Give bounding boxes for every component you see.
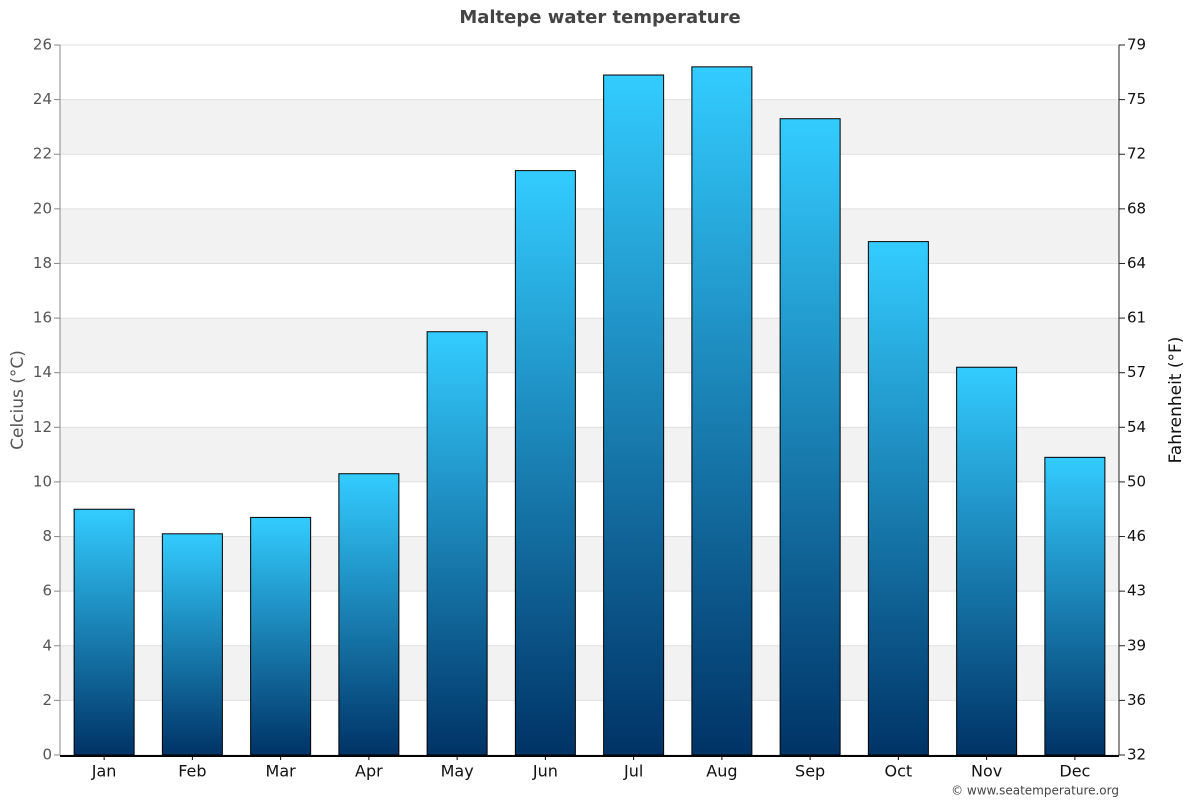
bar	[514, 170, 576, 756]
y2-axis-title: Fahrenheit (°F)	[1166, 337, 1186, 464]
grid-band	[60, 645, 1119, 701]
y-tick-label: 2	[42, 691, 52, 709]
y2-tick-label: 68	[1127, 199, 1146, 217]
y-tick-label: 12	[33, 418, 52, 436]
x-tick-label: May	[441, 762, 474, 781]
x-tick-label: Oct	[885, 762, 913, 781]
grid-band	[60, 208, 1119, 264]
y-tick-label: 6	[42, 582, 52, 600]
y-tick-label: 10	[33, 472, 52, 490]
bar	[867, 241, 929, 756]
x-tick-label: Nov	[971, 762, 1002, 781]
y-tick-label: 4	[42, 636, 52, 654]
y-tick-label: 18	[33, 254, 52, 272]
source: © www.seatemperature.org	[951, 784, 1119, 798]
y-axis-title: Celcius (°C)	[8, 350, 28, 450]
bar	[426, 331, 488, 756]
bar	[338, 473, 400, 756]
bar	[779, 118, 841, 756]
bar	[250, 516, 312, 756]
x-tick-label: Mar	[266, 762, 297, 781]
y-tick-label: 14	[33, 363, 52, 381]
chart-title: Maltepe water temperature	[459, 7, 740, 28]
y2-tick-label: 79	[1127, 36, 1146, 54]
y-tick-label: 8	[42, 527, 52, 545]
x-tick-label: Jun	[532, 762, 558, 781]
bar	[1044, 456, 1106, 756]
y2-tick-label: 61	[1127, 309, 1146, 327]
y2-tick-label: 43	[1127, 582, 1146, 600]
y-tick-label: 26	[33, 36, 52, 54]
bar	[691, 66, 753, 756]
y2-tick-label: 64	[1127, 254, 1146, 272]
x-tick-label: Aug	[706, 762, 737, 781]
y2-tick-label: 72	[1127, 145, 1146, 163]
y2-tick-label: 54	[1127, 418, 1146, 436]
grid-band	[60, 318, 1119, 373]
y2-tick-label: 36	[1127, 691, 1146, 709]
grid-band	[60, 536, 1119, 592]
x-tick-label: Sep	[795, 762, 825, 781]
bar	[956, 366, 1018, 756]
y2-tick-label: 46	[1127, 527, 1146, 545]
y2-tick-label: 57	[1127, 363, 1146, 381]
y-tick-label: 22	[33, 145, 52, 163]
y2-tick-label: 50	[1127, 472, 1146, 490]
x-tick-label: Jan	[91, 762, 117, 781]
y-tick-label: 20	[33, 199, 52, 217]
bar	[73, 508, 135, 756]
y2-tick-label: 39	[1127, 636, 1146, 654]
bar	[161, 533, 223, 756]
grid-band	[60, 99, 1119, 155]
grid-band	[60, 427, 1119, 482]
y-tick-label: 0	[42, 746, 52, 764]
x-tick-label: Feb	[178, 762, 206, 781]
y-tick-label: 16	[33, 309, 52, 327]
x-tick-label: Jul	[623, 762, 643, 781]
y2-tick-label: 32	[1127, 746, 1146, 764]
x-tick-label: Dec	[1059, 762, 1090, 781]
x-tick-label: Apr	[355, 762, 383, 781]
y-tick-label: 24	[33, 90, 52, 108]
y2-tick-label: 75	[1127, 90, 1146, 108]
bar	[603, 74, 665, 756]
